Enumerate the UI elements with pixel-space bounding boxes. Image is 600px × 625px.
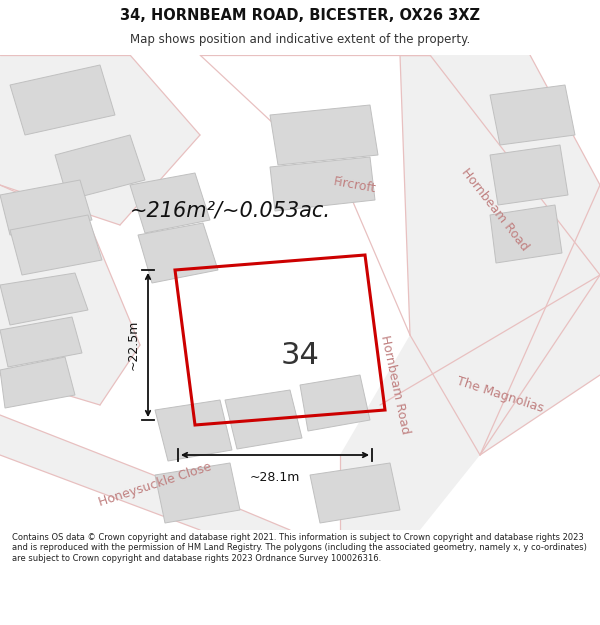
Text: Hornbeam Road: Hornbeam Road	[378, 334, 412, 436]
Text: ~216m²/~0.053ac.: ~216m²/~0.053ac.	[130, 200, 331, 220]
Text: ~28.1m: ~28.1m	[250, 471, 300, 484]
Polygon shape	[0, 180, 92, 235]
Text: Contains OS data © Crown copyright and database right 2021. This information is : Contains OS data © Crown copyright and d…	[12, 533, 587, 562]
Polygon shape	[0, 273, 88, 325]
Polygon shape	[10, 65, 115, 135]
Polygon shape	[490, 145, 568, 205]
Polygon shape	[0, 55, 200, 225]
Text: Hornbeam Road: Hornbeam Road	[459, 166, 531, 254]
Text: 34: 34	[281, 341, 319, 369]
Polygon shape	[0, 185, 140, 405]
Polygon shape	[130, 173, 210, 233]
Polygon shape	[300, 375, 370, 431]
Text: Map shows position and indicative extent of the property.: Map shows position and indicative extent…	[130, 33, 470, 46]
Polygon shape	[155, 400, 232, 461]
Polygon shape	[0, 317, 82, 367]
Polygon shape	[55, 135, 145, 200]
Polygon shape	[270, 105, 378, 165]
Polygon shape	[0, 415, 290, 530]
Polygon shape	[350, 275, 600, 455]
Text: 34, HORNBEAM ROAD, BICESTER, OX26 3XZ: 34, HORNBEAM ROAD, BICESTER, OX26 3XZ	[120, 8, 480, 23]
Polygon shape	[155, 463, 240, 523]
Polygon shape	[270, 157, 375, 211]
Polygon shape	[0, 357, 75, 408]
Text: The Magnolias: The Magnolias	[455, 375, 545, 415]
Polygon shape	[340, 55, 600, 530]
Text: Honeysuckle Close: Honeysuckle Close	[97, 461, 213, 509]
Polygon shape	[310, 463, 400, 523]
Text: ~22.5m: ~22.5m	[127, 320, 140, 370]
Polygon shape	[10, 215, 102, 275]
Polygon shape	[225, 390, 302, 449]
Polygon shape	[138, 223, 218, 283]
Polygon shape	[490, 205, 562, 263]
Polygon shape	[490, 85, 575, 145]
Text: Fircroft: Fircroft	[332, 175, 377, 195]
